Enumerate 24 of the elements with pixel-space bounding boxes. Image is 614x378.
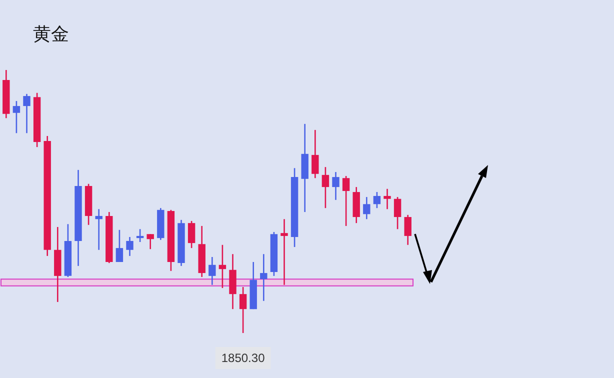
candlestick <box>12 100 20 134</box>
candlestick <box>342 175 350 227</box>
candlestick <box>322 166 330 209</box>
candlestick <box>260 253 268 302</box>
candlestick <box>95 208 102 251</box>
candlestick <box>363 196 370 220</box>
candlestick <box>239 286 247 334</box>
candlestick <box>404 214 412 246</box>
candlestick <box>116 229 124 263</box>
candlestick <box>384 188 391 210</box>
candlestick <box>218 244 226 289</box>
chart-title: 黄金 <box>33 24 69 44</box>
candlestick <box>373 191 381 209</box>
candlestick <box>126 236 134 257</box>
candlestick <box>208 256 216 286</box>
candlestick <box>312 129 319 179</box>
candlestick <box>188 220 196 249</box>
candlestick <box>332 171 340 201</box>
candlestick <box>146 233 154 250</box>
text: 1850.30 <box>221 351 266 365</box>
candlestick <box>136 228 144 243</box>
candlestick <box>23 93 30 134</box>
candlestick <box>280 218 288 286</box>
candlestick <box>394 196 402 230</box>
